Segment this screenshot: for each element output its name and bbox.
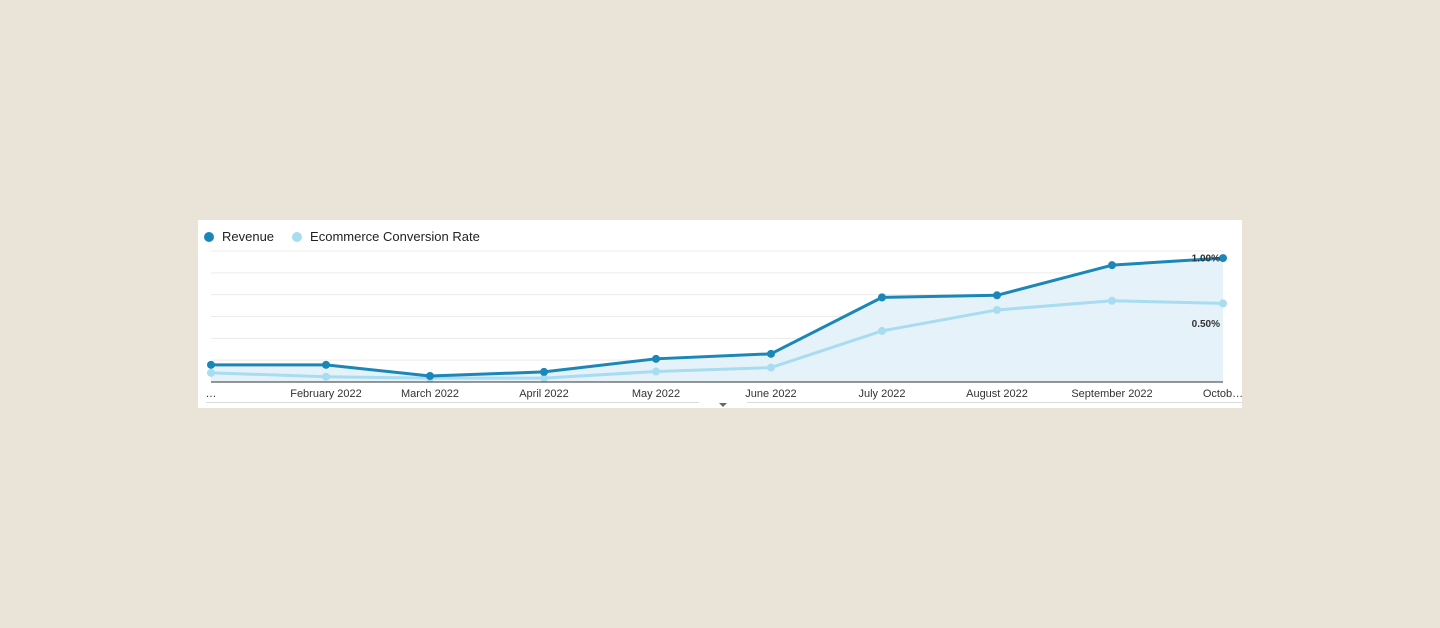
legend-marker-conversion-rate bbox=[292, 231, 303, 242]
x-tick-label: April 2022 bbox=[519, 388, 569, 400]
line-chart: … February 2022 March 2022 April 2022 May 20… bbox=[206, 250, 1242, 400]
data-point-revenue bbox=[322, 360, 330, 369]
x-tick-label: February 2022 bbox=[290, 388, 362, 400]
x-tick-label: … bbox=[206, 388, 217, 400]
data-point-revenue bbox=[1219, 254, 1227, 263]
data-point-conversion-rate bbox=[540, 374, 548, 383]
range-scrubber-right[interactable] bbox=[747, 402, 1242, 409]
x-tick-label: September 2022 bbox=[1071, 388, 1152, 400]
data-point-conversion-rate bbox=[993, 305, 1001, 314]
data-point-revenue bbox=[207, 360, 215, 369]
data-point-conversion-rate bbox=[1219, 299, 1227, 308]
legend-item-conversion-rate[interactable]: Ecommerce Conversion Rate bbox=[292, 229, 480, 244]
data-point-conversion-rate bbox=[767, 363, 775, 372]
legend-item-revenue[interactable]: Revenue bbox=[204, 229, 274, 244]
data-point-revenue bbox=[878, 293, 886, 302]
data-point-conversion-rate bbox=[652, 367, 660, 376]
x-tick-label: March 2022 bbox=[401, 388, 459, 400]
revenue-area bbox=[211, 258, 1223, 382]
data-point-conversion-rate bbox=[1108, 296, 1116, 305]
series-line-revenue bbox=[211, 256, 1224, 378]
data-point-revenue bbox=[993, 291, 1001, 300]
data-point-revenue bbox=[652, 354, 660, 363]
data-point-conversion-rate bbox=[322, 372, 330, 381]
right-axis-tick-label: 1.00% bbox=[1192, 254, 1220, 265]
x-tick-label: Octob… bbox=[1203, 388, 1242, 400]
series-line-conversion-rate bbox=[210, 299, 1224, 380]
legend-marker-revenue bbox=[204, 231, 214, 242]
data-point-conversion-rate bbox=[207, 368, 215, 377]
x-tick-label: July 2022 bbox=[858, 388, 905, 400]
right-axis-tick-label: 0.50% bbox=[1192, 319, 1220, 330]
chart-legend: Revenue Ecommerce Conversion Rate bbox=[204, 229, 498, 244]
x-tick-label: May 2022 bbox=[632, 388, 680, 400]
data-point-conversion-rate bbox=[878, 326, 886, 335]
data-point-revenue bbox=[426, 371, 434, 380]
x-tick-label: August 2022 bbox=[966, 388, 1028, 400]
range-handle-icon[interactable] bbox=[719, 403, 727, 407]
data-point-revenue bbox=[540, 367, 548, 376]
range-scrubber-left[interactable] bbox=[206, 402, 699, 409]
data-point-revenue bbox=[767, 349, 775, 358]
chart-panel: … February 2022 March 2022 April 2022 May 20… bbox=[198, 220, 1242, 408]
data-point-revenue bbox=[1108, 261, 1116, 270]
legend-label-revenue: Revenue bbox=[222, 229, 275, 244]
legend-label-conversion-rate: Ecommerce Conversion Rate bbox=[310, 229, 480, 244]
x-tick-label: June 2022 bbox=[745, 388, 796, 400]
